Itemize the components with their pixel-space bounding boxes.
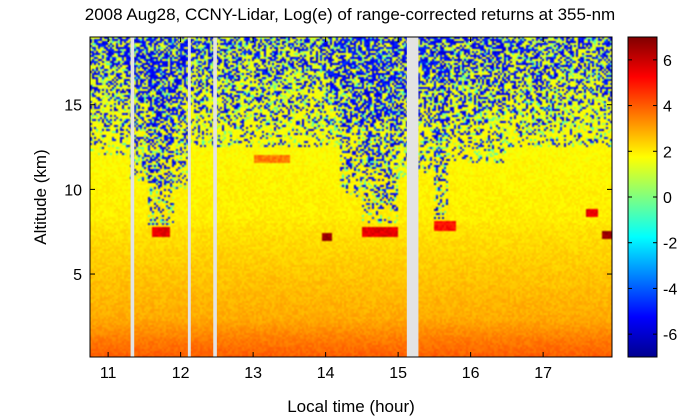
x-tick-label: 17 — [534, 365, 552, 382]
x-tick-label: 11 — [100, 365, 117, 382]
colorbar: -6 -4 -2 0 2 4 6 — [627, 36, 677, 358]
plot-area: 11 12 13 14 15 16 17 5 10 15 — [64, 36, 613, 382]
colorbar-tick-label: -2 — [663, 236, 677, 253]
y-tick-label: 10 — [64, 182, 82, 199]
plot-frame — [89, 36, 613, 358]
colorbar-tick-label: 4 — [663, 99, 672, 116]
colorbar-tick-label: 2 — [663, 144, 672, 161]
heatmap — [90, 37, 612, 357]
y-axis-label: Altitude (km) — [31, 149, 50, 244]
data-gap — [406, 37, 419, 357]
data-gaps — [130, 37, 419, 357]
chart-title: 2008 Aug28, CCNY-Lidar, Log(e) of range-… — [85, 5, 615, 24]
y-axis-ticks: 5 10 15 — [64, 98, 612, 284]
x-axis-ticks: 11 12 13 14 15 16 17 — [100, 37, 552, 382]
y-tick-label: 5 — [73, 267, 82, 284]
data-gap — [187, 37, 191, 357]
x-tick-label: 14 — [317, 365, 335, 382]
x-axis-label: Local time (hour) — [287, 397, 415, 416]
colorbar-tick-label: -4 — [663, 281, 677, 298]
x-tick-label: 15 — [389, 365, 407, 382]
x-tick-label: 13 — [244, 365, 262, 382]
data-gap — [130, 37, 135, 357]
colorbar-tick-label: -6 — [663, 327, 677, 344]
x-tick-label: 16 — [462, 365, 480, 382]
colorbar-tick-label: 0 — [663, 190, 672, 207]
colorbar-tick-label: 6 — [663, 53, 672, 70]
y-tick-label: 15 — [64, 98, 82, 115]
colorbar-gradient — [627, 36, 658, 358]
colorbar-ticks: -6 -4 -2 0 2 4 6 — [628, 53, 677, 344]
data-gap — [213, 37, 217, 357]
x-tick-label: 12 — [172, 365, 190, 382]
